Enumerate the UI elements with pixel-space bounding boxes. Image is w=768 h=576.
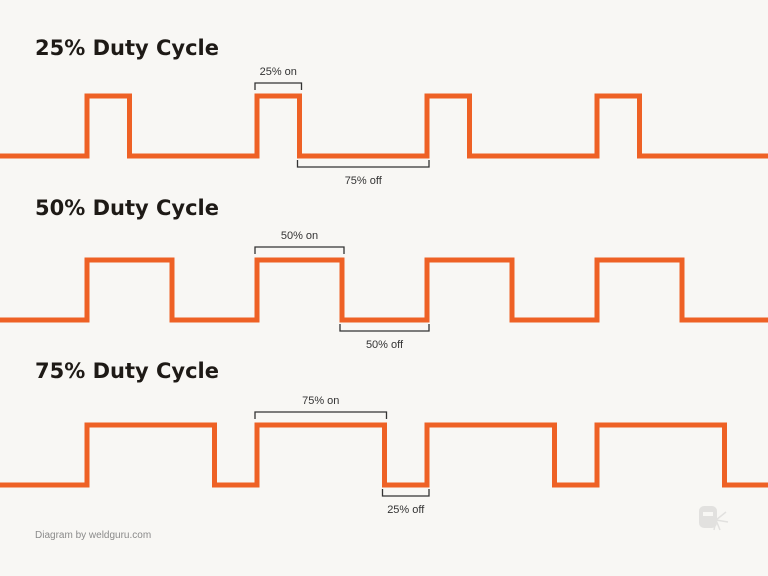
off-bracket xyxy=(339,324,430,332)
on-label: 50% on xyxy=(281,230,318,242)
row-title: 75% Duty Cycle xyxy=(35,359,219,383)
row-title: 25% Duty Cycle xyxy=(35,36,219,60)
off-bracket xyxy=(296,160,430,168)
off-label: 50% off xyxy=(366,339,404,351)
square-wave xyxy=(0,257,768,323)
footer-credit: Diagram by weldguru.com xyxy=(35,530,152,541)
on-bracket xyxy=(254,411,388,419)
off-bracket xyxy=(381,489,430,497)
off-label: 25% off xyxy=(387,504,425,516)
row-title: 50% Duty Cycle xyxy=(35,196,219,220)
square-wave xyxy=(0,422,768,488)
welding-helmet-icon xyxy=(699,506,729,531)
on-label: 75% on xyxy=(302,395,339,407)
square-wave xyxy=(0,93,768,159)
duty-cycle-row: 25% Duty Cycle 25% on 75% off xyxy=(0,36,768,187)
duty-cycle-row: 50% Duty Cycle 50% on 50% off xyxy=(0,196,768,351)
on-bracket xyxy=(254,246,345,254)
duty-cycle-row: 75% Duty Cycle 75% on 25% off xyxy=(0,359,768,516)
on-bracket xyxy=(254,82,303,90)
on-label: 25% on xyxy=(260,66,297,78)
off-label: 75% off xyxy=(345,175,383,187)
